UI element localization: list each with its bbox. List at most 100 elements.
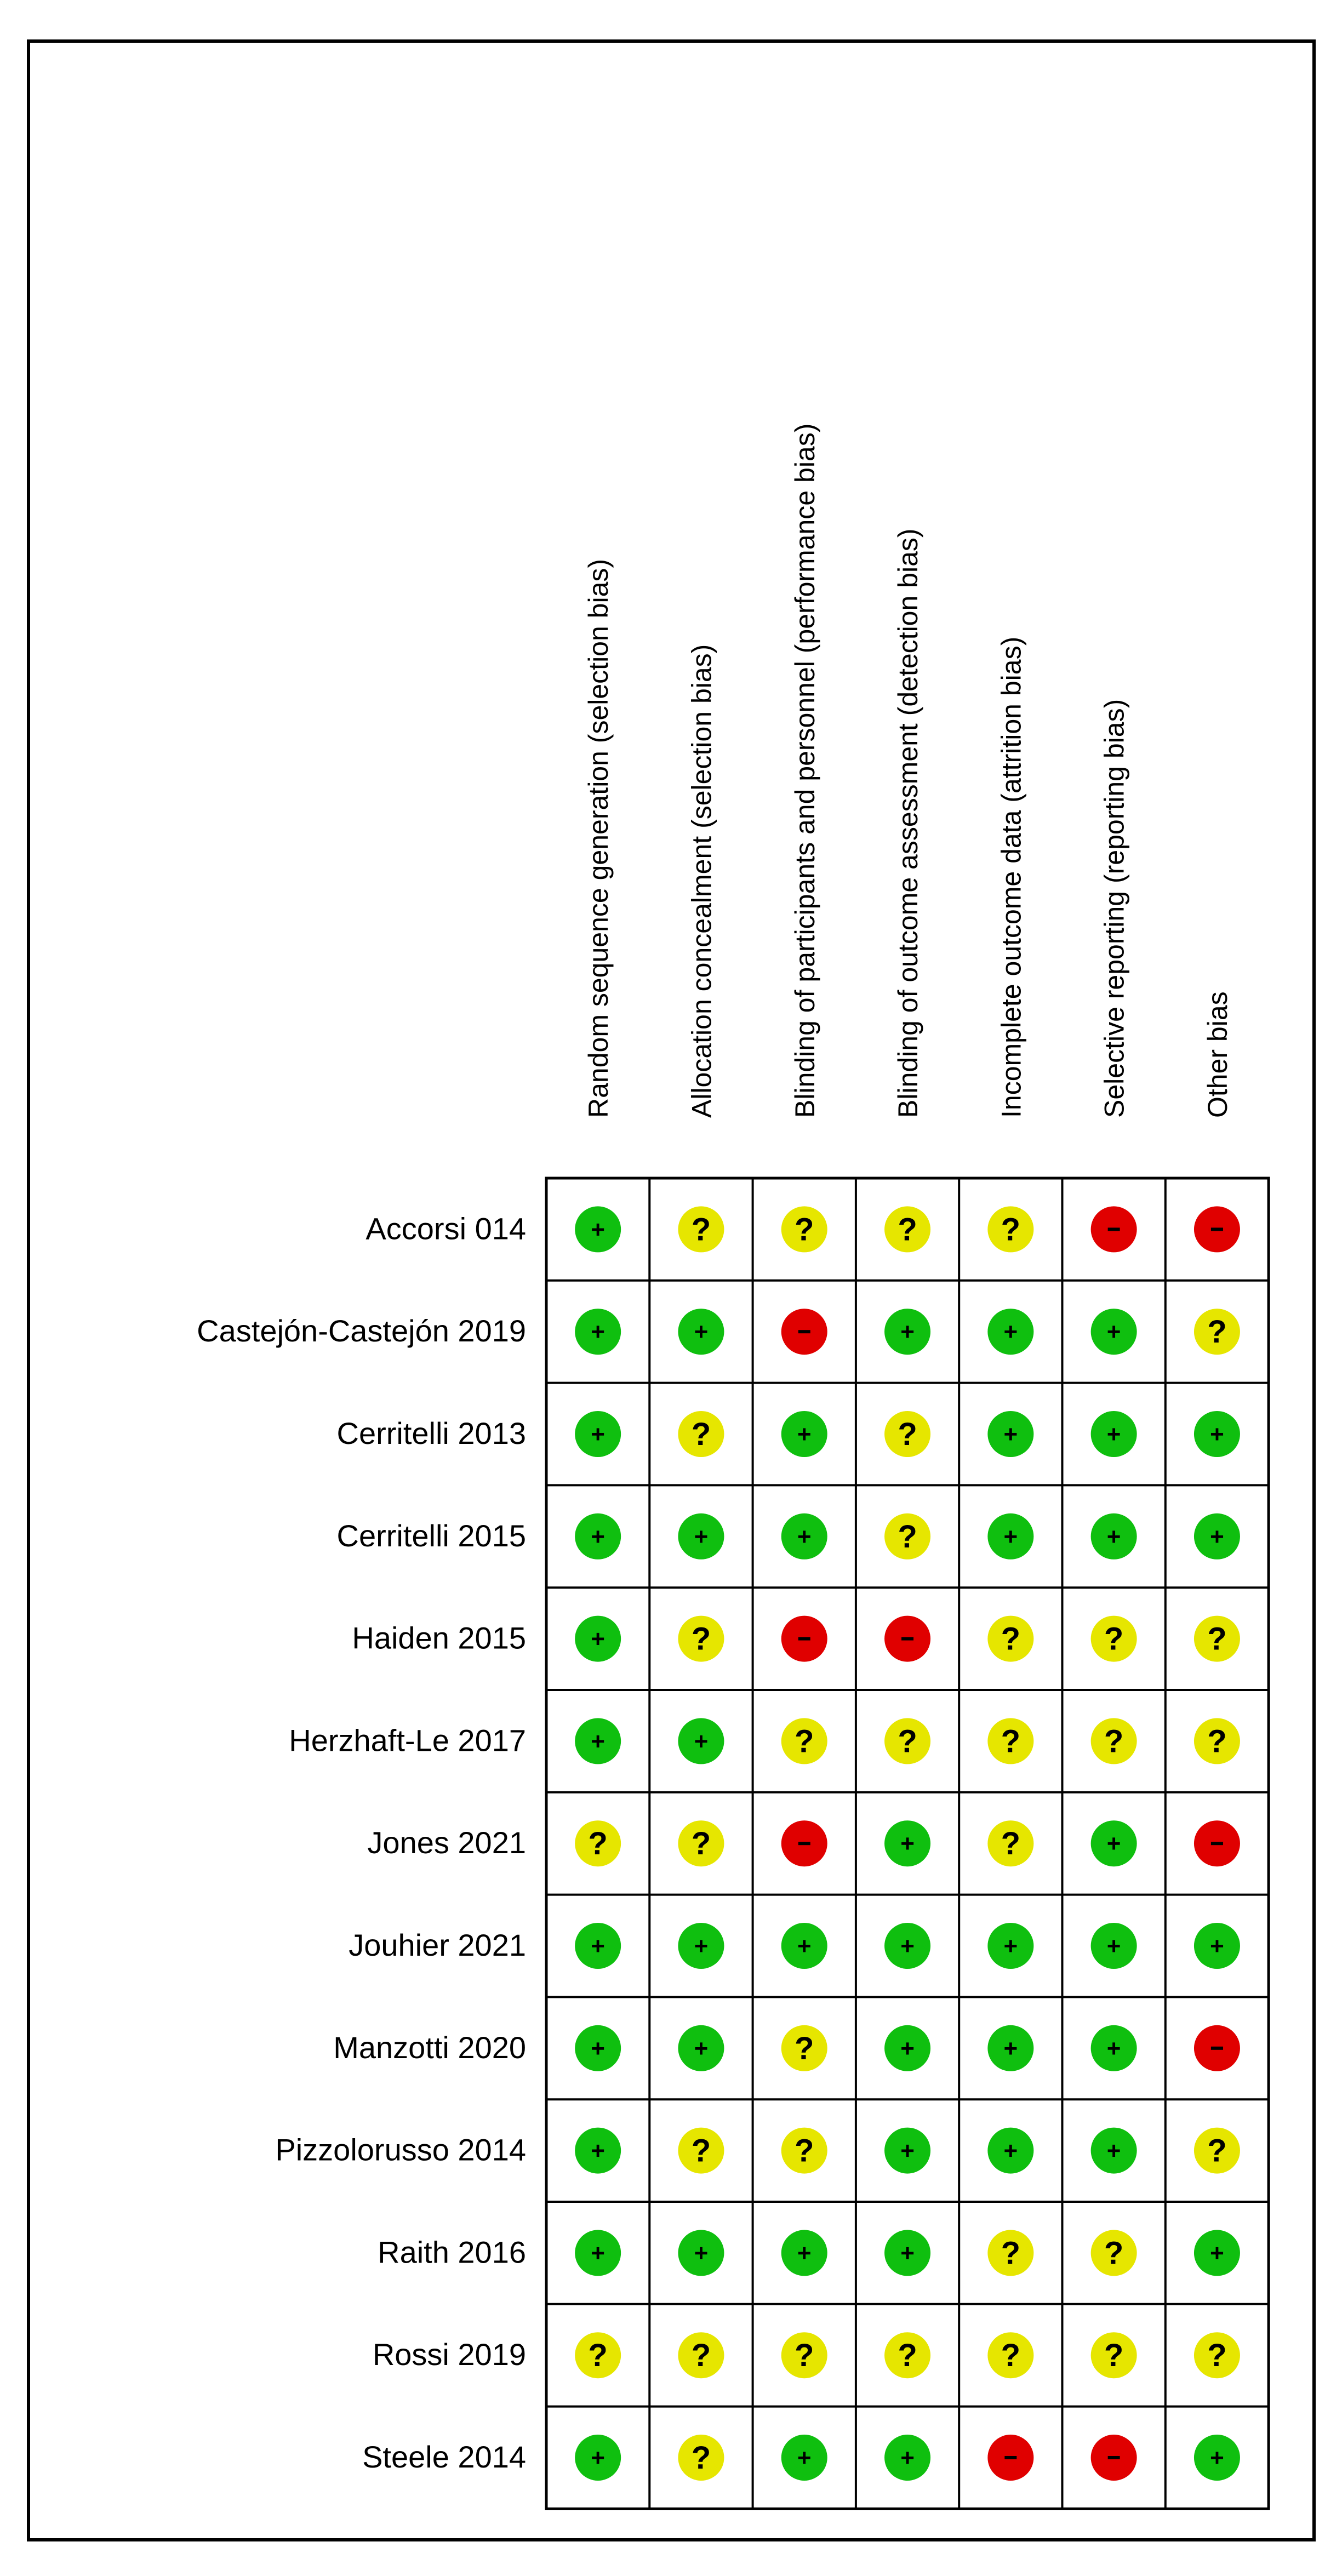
rating-symbol: ? [795, 1723, 814, 1759]
rating-symbol: ? [898, 1723, 917, 1759]
rating-symbol: + [1107, 1318, 1121, 1345]
rating-unclear-mark: ? [987, 1206, 1034, 1253]
rating-dot [987, 1309, 1034, 1355]
rating-low-mark: + [987, 2025, 1034, 2071]
rating-dot [575, 1923, 621, 1969]
rating-low-mark: + [678, 1718, 724, 1764]
study-label: Jones 2021 [367, 1825, 526, 1860]
rating-dot [1090, 2127, 1137, 2174]
rating-dot [1090, 1820, 1137, 1867]
rating-low-mark: + [987, 1411, 1034, 1457]
rating-dot [678, 1718, 724, 1764]
rating-low-mark: + [575, 2127, 621, 2174]
rating-low-mark: + [781, 2435, 827, 2481]
rating-dot [884, 2127, 931, 2174]
rating-symbol: + [1210, 2444, 1224, 2471]
rating-grid [545, 1176, 1270, 2510]
rating-symbol: + [591, 2035, 605, 2062]
rating-low-mark: + [1090, 2025, 1137, 2071]
rating-symbol: + [694, 2035, 709, 2062]
rating-unclear-mark: ? [987, 1615, 1034, 1662]
rating-marks: +??? ? + + + + + ? +? +? + + + + + +? + + + +??? ? + +??????? +… [575, 1206, 1240, 2481]
domain-headers: Random sequence generation (selection bi… [583, 424, 1233, 1118]
rating-unclear-mark: ? [678, 2332, 724, 2379]
rating-low-mark: + [987, 2127, 1034, 2174]
rating-dot [575, 1206, 621, 1253]
rating-dot [1090, 1411, 1137, 1457]
rating-symbol: + [1107, 1421, 1121, 1448]
rating-dot [781, 2230, 827, 2276]
rating-unclear-mark: ? [1090, 2332, 1137, 2379]
grid-border [545, 1176, 1270, 2510]
rating-symbol: + [1107, 1933, 1121, 1960]
rating-dot [1193, 2127, 1240, 2174]
rating-dot [1193, 1513, 1240, 1560]
rating-symbol: ? [795, 1212, 814, 1247]
rating-symbol: + [797, 2444, 812, 2471]
rating-symbol: ? [898, 1212, 917, 1247]
study-label: Cerritelli 2013 [337, 1416, 527, 1450]
rating-unclear-mark: ? [575, 1820, 621, 1867]
rating-low-mark: + [1090, 1411, 1137, 1457]
rating-symbol: + [591, 2444, 605, 2471]
rating-symbol: + [1210, 1421, 1224, 1448]
rating-high-mark [884, 1615, 931, 1662]
rating-dot [575, 1820, 621, 1867]
rating-symbol: + [900, 2444, 915, 2471]
domain-header-2: Allocation concealment (selection bias) [686, 644, 717, 1118]
rating-symbol: + [1003, 1421, 1018, 1448]
rating-symbol: + [797, 2240, 812, 2266]
rating-low-mark: + [781, 1411, 827, 1457]
rating-low-mark: + [884, 1309, 931, 1355]
rating-dot [1090, 1923, 1137, 1969]
rating-unclear-mark: ? [781, 2332, 827, 2379]
rating-symbol: ? [692, 2440, 711, 2476]
study-label: Haiden 2015 [352, 1621, 526, 1655]
study-label: Herzhaft-Le 2017 [289, 1723, 526, 1757]
rating-unclear-mark: ? [1090, 1615, 1137, 1662]
rating-unclear-mark: ? [1193, 2127, 1240, 2174]
rating-low-mark: + [678, 1923, 724, 1969]
rating-dot [1090, 1309, 1137, 1355]
rating-symbol: + [694, 1728, 709, 1755]
rating-low-mark: + [1193, 1923, 1240, 1969]
rating-dot [678, 1206, 724, 1253]
rating-dot [781, 1718, 827, 1764]
rating-unclear-mark: ? [987, 2230, 1034, 2276]
rating-low-mark: + [575, 1513, 621, 1560]
study-label: Accorsi 014 [365, 1211, 526, 1246]
rating-symbol: + [1107, 2138, 1121, 2164]
rating-symbol: ? [692, 1826, 711, 1861]
rating-low-mark: + [678, 1309, 724, 1355]
rating-symbol: ? [898, 1519, 917, 1555]
rating-dot [1090, 1513, 1137, 1560]
rating-low-mark: + [575, 1923, 621, 1969]
rating-unclear-mark: ? [987, 1718, 1034, 1764]
rating-dot [1193, 2435, 1240, 2481]
rating-low-mark: + [884, 2025, 931, 2071]
rating-low-mark: + [781, 1513, 827, 1560]
rating-symbol: + [1107, 1523, 1121, 1550]
rating-symbol: + [900, 2240, 915, 2266]
rating-symbol: ? [588, 1826, 607, 1861]
rating-symbol: + [591, 1728, 605, 1755]
rating-symbol: ? [1001, 2235, 1020, 2271]
rating-dot [884, 1411, 931, 1457]
rating-symbol: ? [1001, 1723, 1020, 1759]
rating-symbol: + [591, 1421, 605, 1448]
rating-symbol: ? [1104, 2338, 1123, 2373]
rating-symbol: ? [795, 2031, 814, 2066]
rating-dot [987, 2332, 1034, 2379]
rating-dot [678, 2025, 724, 2071]
rating-symbol: ? [692, 2133, 711, 2169]
rating-dot [678, 2435, 724, 2481]
rating-low-mark: + [884, 2435, 931, 2481]
rating-dot [884, 1206, 931, 1253]
rating-symbol: + [1003, 1318, 1018, 1345]
rating-dot [987, 1615, 1034, 1662]
rating-low-mark: + [884, 1820, 931, 1867]
rating-dot [1193, 1615, 1240, 1662]
rating-symbol: + [1003, 2035, 1018, 2062]
rating-symbol: + [591, 1933, 605, 1960]
rating-symbol: ? [692, 1416, 711, 1452]
